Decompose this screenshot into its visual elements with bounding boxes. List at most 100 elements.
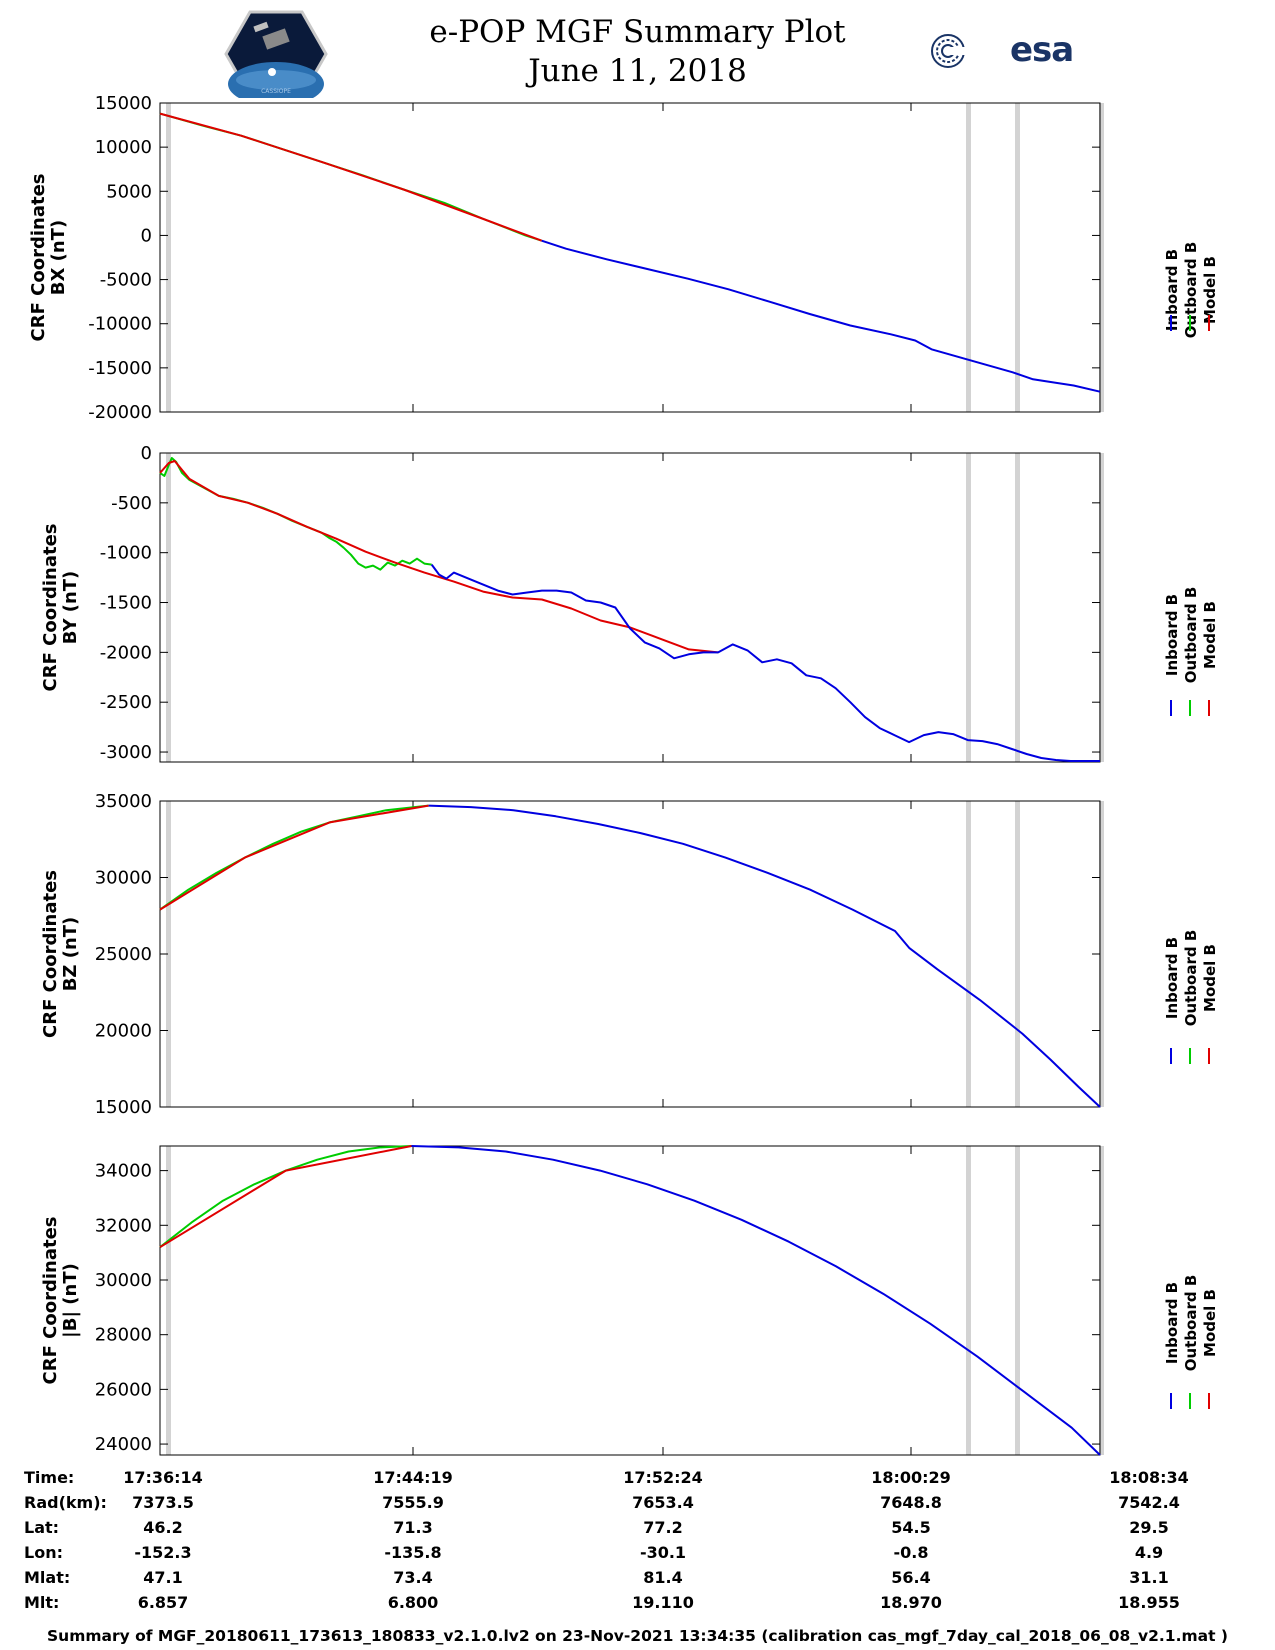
- series-inboard-b: [430, 564, 1100, 762]
- series-outboard-b: [159, 804, 429, 911]
- legend-label: Model B: [1201, 1289, 1219, 1357]
- data-gap-bar: [1099, 103, 1104, 412]
- panel-1: 15000 10000 5000 0 -5000 -10000 -15000 -20000 CR…: [28, 93, 1219, 423]
- info-cell: -0.8: [893, 1543, 929, 1562]
- y-axis-label-line2: |B| (nT): [60, 1263, 81, 1338]
- info-cell: 18.970: [880, 1593, 942, 1612]
- data-gap-bar: [166, 103, 171, 412]
- info-cell: 18:00:29: [871, 1468, 951, 1487]
- y-tick-label: 10000: [95, 137, 152, 158]
- series-outboard-b: [159, 457, 432, 571]
- y-tick-label: -2500: [100, 692, 152, 713]
- data-gap-bar: [1099, 453, 1104, 762]
- legend-label: Inboard B: [1163, 937, 1181, 1019]
- plot-frame: [159, 452, 1101, 763]
- info-cell: 56.4: [891, 1568, 931, 1587]
- info-cell: 7648.8: [880, 1493, 942, 1512]
- y-axis-label-line1: CRF Coordinates: [40, 524, 61, 692]
- info-cell: 7542.4: [1118, 1493, 1180, 1512]
- plot-title: e-POP MGF Summary Plot: [429, 14, 846, 50]
- info-cell: -30.1: [639, 1543, 687, 1562]
- cassiope-logo: CASSIOPE: [224, 10, 328, 98]
- y-tick-label: -5000: [100, 270, 152, 291]
- y-axis-label-line2: BX (nT): [48, 220, 69, 295]
- legend-label: Inboard B: [1163, 594, 1181, 676]
- info-cell: 54.5: [891, 1518, 931, 1537]
- y-axis-label-line2: BY (nT): [60, 571, 81, 645]
- y-tick-label: 30000: [95, 868, 152, 889]
- y-axis-label-line1: CRF Coordinates: [28, 174, 49, 342]
- info-cell: 81.4: [643, 1568, 683, 1587]
- plot-frame: [159, 1145, 1101, 1456]
- y-tick-label: 5000: [106, 181, 152, 202]
- info-cell: -152.3: [134, 1543, 192, 1562]
- y-tick-label: 34000: [95, 1161, 152, 1182]
- info-cell: 7373.5: [132, 1493, 194, 1512]
- series-inboard-b: [411, 1145, 1101, 1456]
- plot-frame: [159, 800, 1101, 1108]
- info-row-label: Mlat:: [24, 1568, 71, 1587]
- info-cell: 77.2: [643, 1518, 683, 1537]
- y-tick-label: -3000: [100, 742, 152, 763]
- y-tick-label: -15000: [88, 358, 152, 379]
- info-cell: 31.1: [1129, 1568, 1169, 1587]
- y-tick-label: 0: [141, 443, 152, 464]
- info-cell: 17:52:24: [623, 1468, 703, 1487]
- info-row-label: Lat:: [24, 1518, 60, 1537]
- info-cell: 17:44:19: [373, 1468, 453, 1487]
- y-axis-label-line1: CRF Coordinates: [40, 1217, 61, 1385]
- series-inboard-b: [428, 804, 1101, 1108]
- y-tick-label: 26000: [95, 1379, 152, 1400]
- y-tick-label: 35000: [95, 791, 152, 812]
- data-gap-bar: [966, 453, 971, 762]
- y-tick-label: 20000: [95, 1021, 152, 1042]
- info-cell: -135.8: [384, 1543, 442, 1562]
- data-gap-bar: [166, 1146, 171, 1455]
- info-cell: 18.955: [1118, 1593, 1180, 1612]
- esa-logo-text: esa: [1010, 30, 1074, 70]
- info-row-label: Rad(km):: [24, 1493, 107, 1512]
- svg-text:CASSIOPE: CASSIOPE: [261, 88, 291, 95]
- series-inboard-b: [541, 239, 1101, 393]
- legend-label: Inboard B: [1163, 1282, 1181, 1364]
- plot-frame: [159, 102, 1101, 413]
- info-cell: 7653.4: [632, 1493, 694, 1512]
- data-gap-bar: [1015, 103, 1020, 412]
- footer-summary: Summary of MGF_20180611_173613_180833_v2…: [47, 1627, 1228, 1645]
- esa-swirl-icon: [931, 34, 966, 68]
- legend-label: Model B: [1201, 944, 1219, 1012]
- legend-label: Outboard B: [1182, 242, 1200, 339]
- info-cell: 19.110: [632, 1593, 694, 1612]
- y-tick-label: -500: [111, 493, 152, 514]
- info-cell: 6.800: [387, 1593, 439, 1612]
- y-tick-label: 25000: [95, 944, 152, 965]
- y-tick-label: 24000: [95, 1434, 152, 1455]
- info-cell: 73.4: [393, 1568, 433, 1587]
- data-gap-bar: [166, 801, 171, 1107]
- panel-4: 34000 32000 30000 28000 26000 24000 CRF Coordi…: [40, 1145, 1219, 1456]
- series-model-b: [159, 112, 543, 242]
- data-gap-bar: [966, 801, 971, 1107]
- plot-date: June 11, 2018: [528, 53, 747, 89]
- data-gap-bar: [1099, 1146, 1104, 1455]
- panel-3: 35000 30000 25000 20000 15000 CRF Coordinates…: [40, 791, 1219, 1118]
- data-gap-bar: [1015, 1146, 1020, 1455]
- info-cell: 46.2: [143, 1518, 183, 1537]
- info-cell: 6.857: [137, 1593, 189, 1612]
- series-model-b: [159, 1145, 412, 1249]
- y-tick-label: 15000: [95, 93, 152, 114]
- data-gap-bar: [966, 1146, 971, 1455]
- series-outboard-b: [159, 1145, 412, 1248]
- data-gap-bar: [1015, 453, 1020, 762]
- legend-label: Model B: [1201, 601, 1219, 669]
- info-cell: 17:36:14: [123, 1468, 203, 1487]
- legend-label: Outboard B: [1182, 1275, 1200, 1372]
- legend-label: Outboard B: [1182, 930, 1200, 1027]
- y-tick-label: 30000: [95, 1270, 152, 1291]
- info-cell: 47.1: [143, 1568, 183, 1587]
- data-gap-bar: [1099, 801, 1104, 1107]
- info-cell: 4.9: [1134, 1543, 1164, 1562]
- info-row-label: Lon:: [24, 1543, 63, 1562]
- panel-2: 0 -500 -1000 -1500 -2000 -2500 -3000 CRF Coordi…: [40, 443, 1219, 763]
